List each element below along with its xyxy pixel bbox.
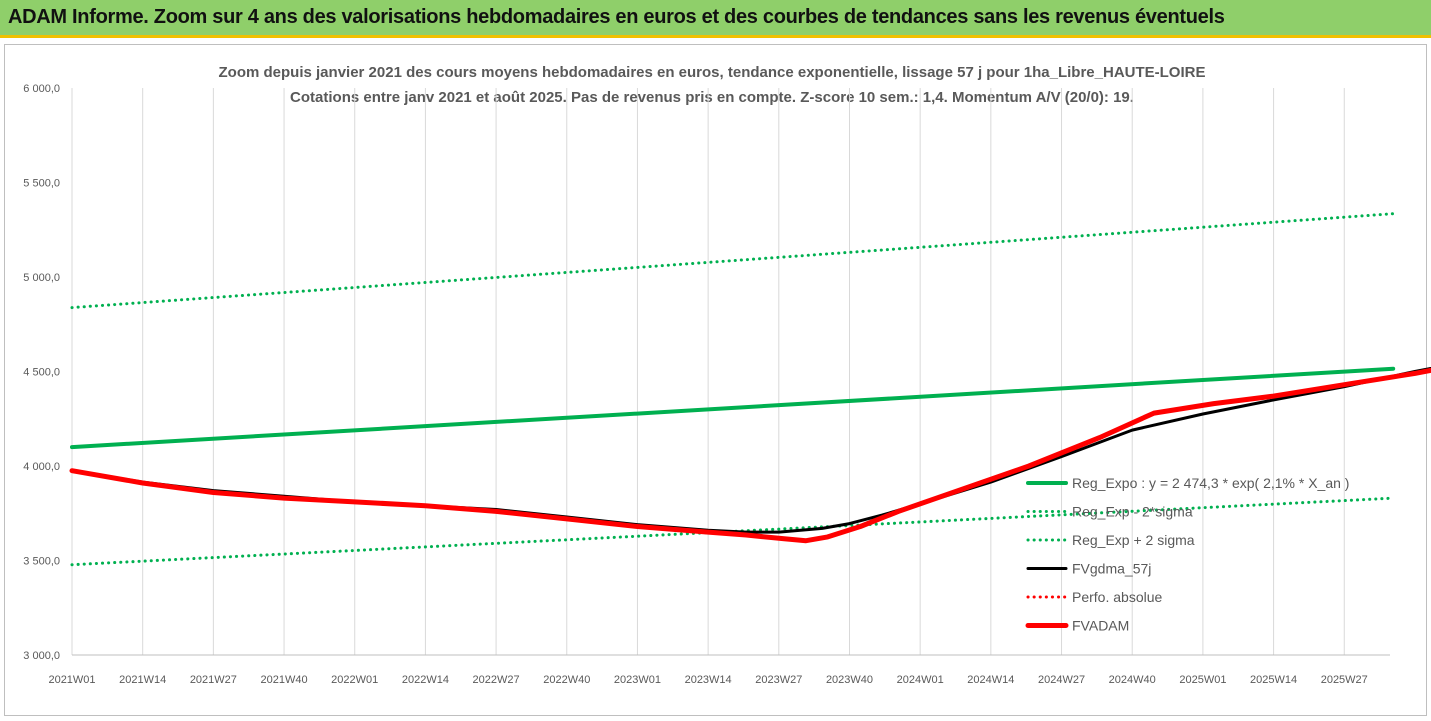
legend-label: Reg_Exp - 2*sigma [1072,504,1193,520]
report-title: ADAM Informe. Zoom sur 4 ans des valoris… [8,6,1225,28]
x-tick-label: 2022W14 [402,674,449,686]
chart-frame [4,44,1427,716]
y-tick-label: 3 000,0 [23,650,60,662]
legend-label: Perfo. absolue [1072,589,1162,605]
x-tick-label: 2025W27 [1321,674,1368,686]
x-tick-label: 2023W14 [685,674,732,686]
y-tick-label: 5 500,0 [23,178,60,190]
x-tick-label: 2024W27 [1038,674,1085,686]
series-line [70,366,1431,534]
grid-lines [71,88,1390,656]
x-tick-label: 2024W01 [897,674,944,686]
series-line [69,367,1431,544]
legend-label: FVADAM [1072,618,1129,634]
series-line [70,496,1395,567]
y-tick-label: 5 000,0 [23,272,60,284]
x-tick-label: 2021W14 [119,674,166,686]
series-line [70,212,1395,310]
legend-label: Reg_Expo : y = 2 474,3 * exp( 2,1% * X_a… [1072,475,1349,491]
y-tick-label: 6 000,0 [23,83,60,95]
header-banner: ADAM Informe. Zoom sur 4 ans des valoris… [0,0,1431,38]
y-axis: 3 000,0 3 500,0 4 000,0 4 500,0 5 000,0 5 500… [23,83,60,662]
plot-series [69,212,1431,567]
y-tick-label: 4 000,0 [23,461,60,473]
series-line [70,366,1396,450]
x-tick-label: 2024W14 [967,674,1014,686]
legend: Reg_Expo : y = 2 474,3 * exp( 2,1% * X_a… [1025,475,1349,634]
x-tick-label: 2021W01 [48,674,95,686]
x-tick-label: 2021W40 [260,674,307,686]
x-tick-label: 2022W01 [331,674,378,686]
y-tick-label: 4 500,0 [23,367,60,379]
x-tick-label: 2025W14 [1250,674,1297,686]
x-tick-label: 2023W01 [614,674,661,686]
x-tick-label: 2024W40 [1109,674,1156,686]
x-tick-label: 2021W27 [190,674,237,686]
x-tick-label: 2025W01 [1179,674,1226,686]
x-axis: 2021W01 2021W14 2021W27 2021W40 2022W01 2022W… [48,674,1367,686]
x-tick-label: 2023W27 [755,674,802,686]
x-tick-label: 2022W27 [473,674,520,686]
x-tick-label: 2022W40 [543,674,590,686]
legend-label: FVgdma_57j [1072,561,1151,577]
legend-label: Reg_Exp + 2 sigma [1072,532,1195,548]
y-tick-label: 3 500,0 [23,556,60,568]
chart-subtitle: Cotations entre janv 2021 et août 2025. … [290,89,1134,106]
x-tick-label: 2023W40 [826,674,873,686]
chart-title: Zoom depuis janvier 2021 des cours moyen… [219,64,1206,81]
